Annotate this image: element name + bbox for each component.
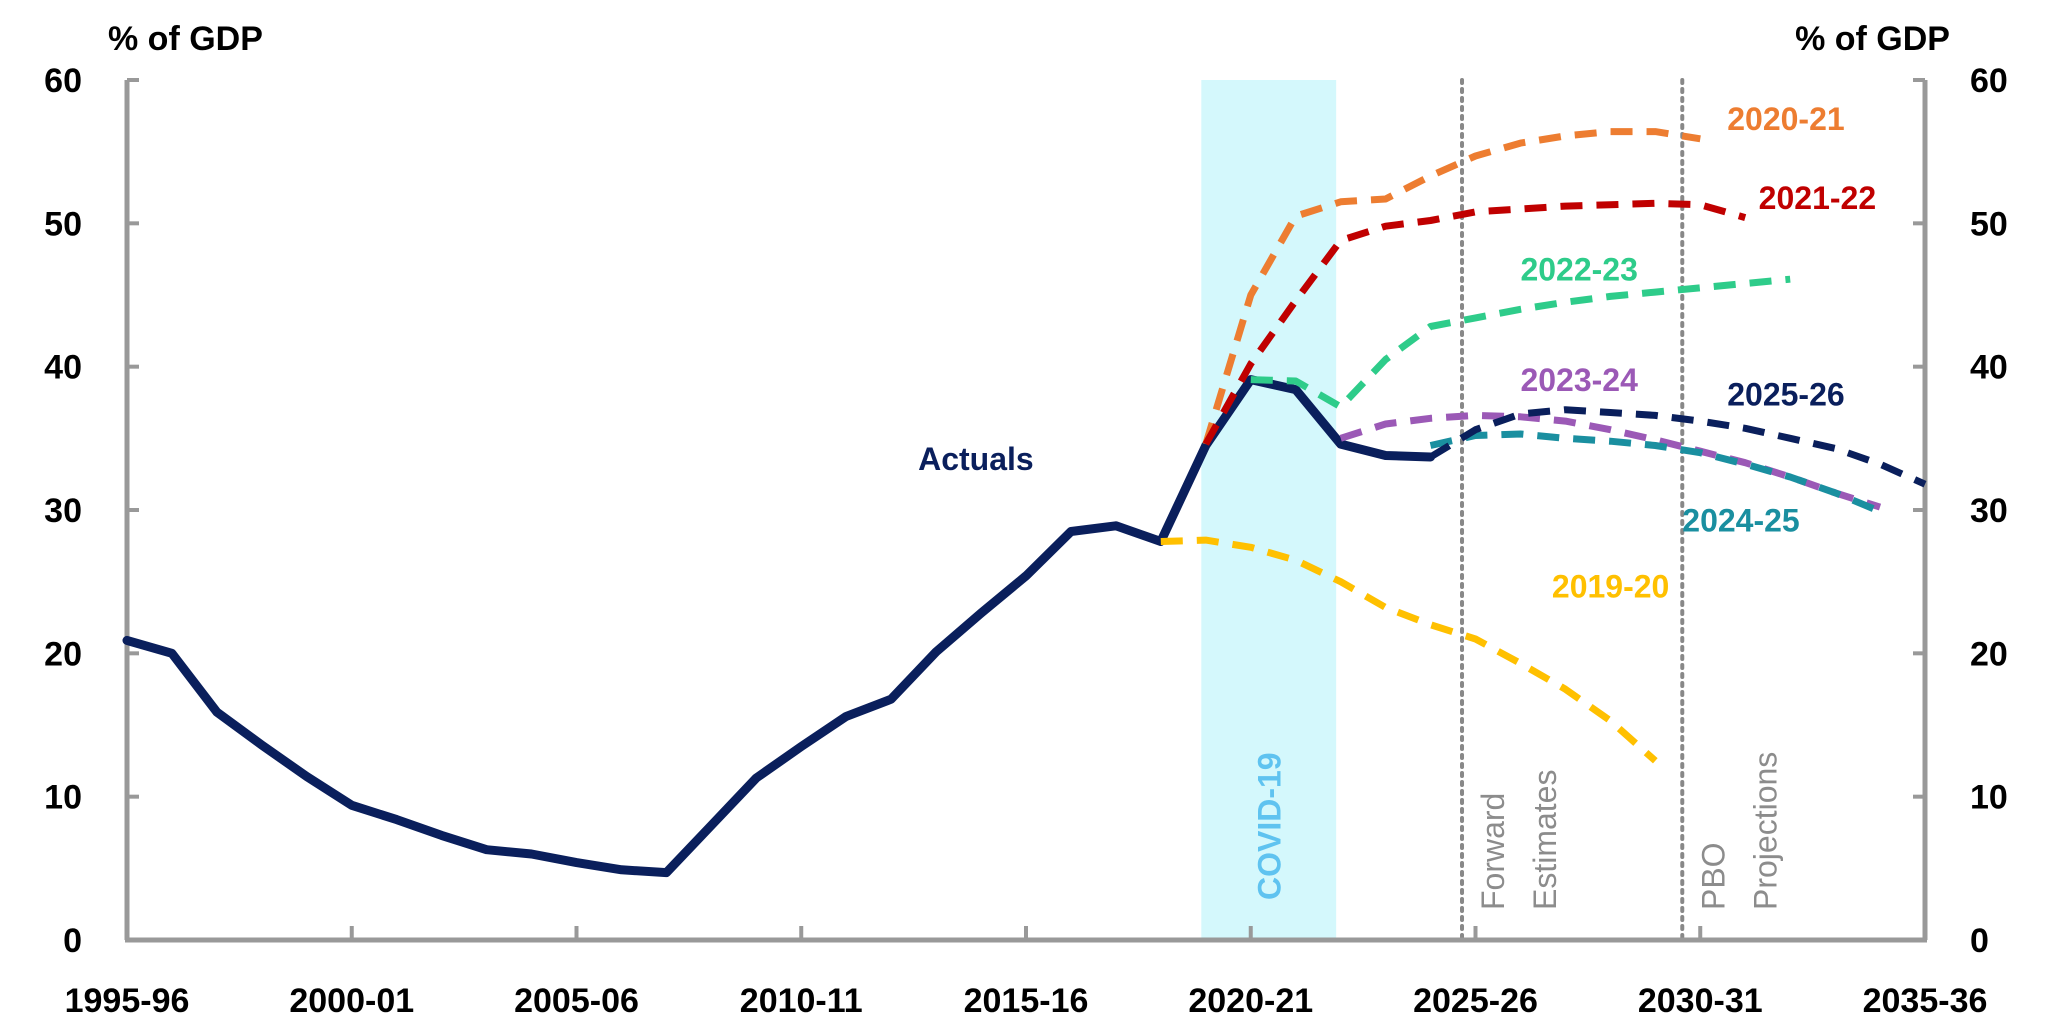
vertical-marker-label-1-1: Projections — [1747, 752, 1783, 910]
left-axis-unit-label: % of GDP — [108, 20, 263, 58]
series-label-2022-23: 2022-23 — [1520, 252, 1637, 288]
right-y-tick-label: 50 — [1970, 205, 2008, 243]
right-y-tick-label: 60 — [1970, 62, 2008, 100]
x-tick-label: 2020-21 — [1188, 982, 1313, 1020]
series-line-2024-25 — [1429, 430, 1882, 515]
right-y-tick-label: 0 — [1970, 922, 1989, 960]
left-y-tick-label: 30 — [44, 492, 82, 530]
vertical-marker-label-0-0: Forward — [1475, 793, 1511, 910]
covid-label: COVID-19 — [1252, 752, 1288, 900]
x-tick-label: 2015-16 — [964, 982, 1089, 1020]
series-label-2023-24: 2023-24 — [1520, 362, 1638, 398]
x-tick-label: 2030-31 — [1638, 982, 1763, 1020]
series-label-2025-26: 2025-26 — [1727, 376, 1844, 412]
x-tick-label: 2005-06 — [514, 982, 639, 1020]
right-axis-unit-label: % of GDP — [1795, 20, 1950, 58]
left-y-tick-label: 60 — [44, 62, 82, 100]
vertical-marker-label-1-0: PBO — [1695, 842, 1731, 910]
series-line-2019-20 — [1160, 536, 1658, 764]
covid-shaded-region — [1201, 80, 1337, 940]
series-label-2021-22: 2021-22 — [1759, 180, 1876, 216]
x-tick-label: 2000-01 — [289, 982, 414, 1020]
x-tick-label: 2035-36 — [1863, 982, 1988, 1020]
x-tick-label: 2010-11 — [740, 982, 863, 1020]
series-line-2023-24 — [1339, 411, 1882, 511]
series-label-2024-25: 2024-25 — [1682, 503, 1799, 539]
right-y-tick-label: 40 — [1970, 349, 2008, 387]
series-line-2022-23 — [1250, 275, 1791, 411]
right-y-tick-label: 10 — [1970, 779, 2008, 817]
x-tick-label: 1995-96 — [65, 982, 190, 1020]
x-tick-label: 2025-26 — [1413, 982, 1538, 1020]
left-y-tick-label: 50 — [44, 205, 82, 243]
right-y-tick-label: 30 — [1970, 492, 2008, 530]
left-y-tick-label: 10 — [44, 779, 82, 817]
left-y-tick-label: 40 — [44, 349, 82, 387]
series-label-actuals: Actuals — [918, 441, 1034, 477]
series-label-2019-20: 2019-20 — [1552, 568, 1669, 604]
series-label-2020-21: 2020-21 — [1727, 101, 1844, 137]
left-y-tick-label: 0 — [63, 922, 82, 960]
left-y-tick-label: 20 — [44, 635, 82, 673]
series-line-2020-21 — [1202, 128, 1701, 446]
right-y-tick-label: 20 — [1970, 635, 2008, 673]
series-line-2025-26 — [1428, 406, 1927, 488]
vertical-marker-label-0-1: Estimates — [1527, 770, 1563, 910]
